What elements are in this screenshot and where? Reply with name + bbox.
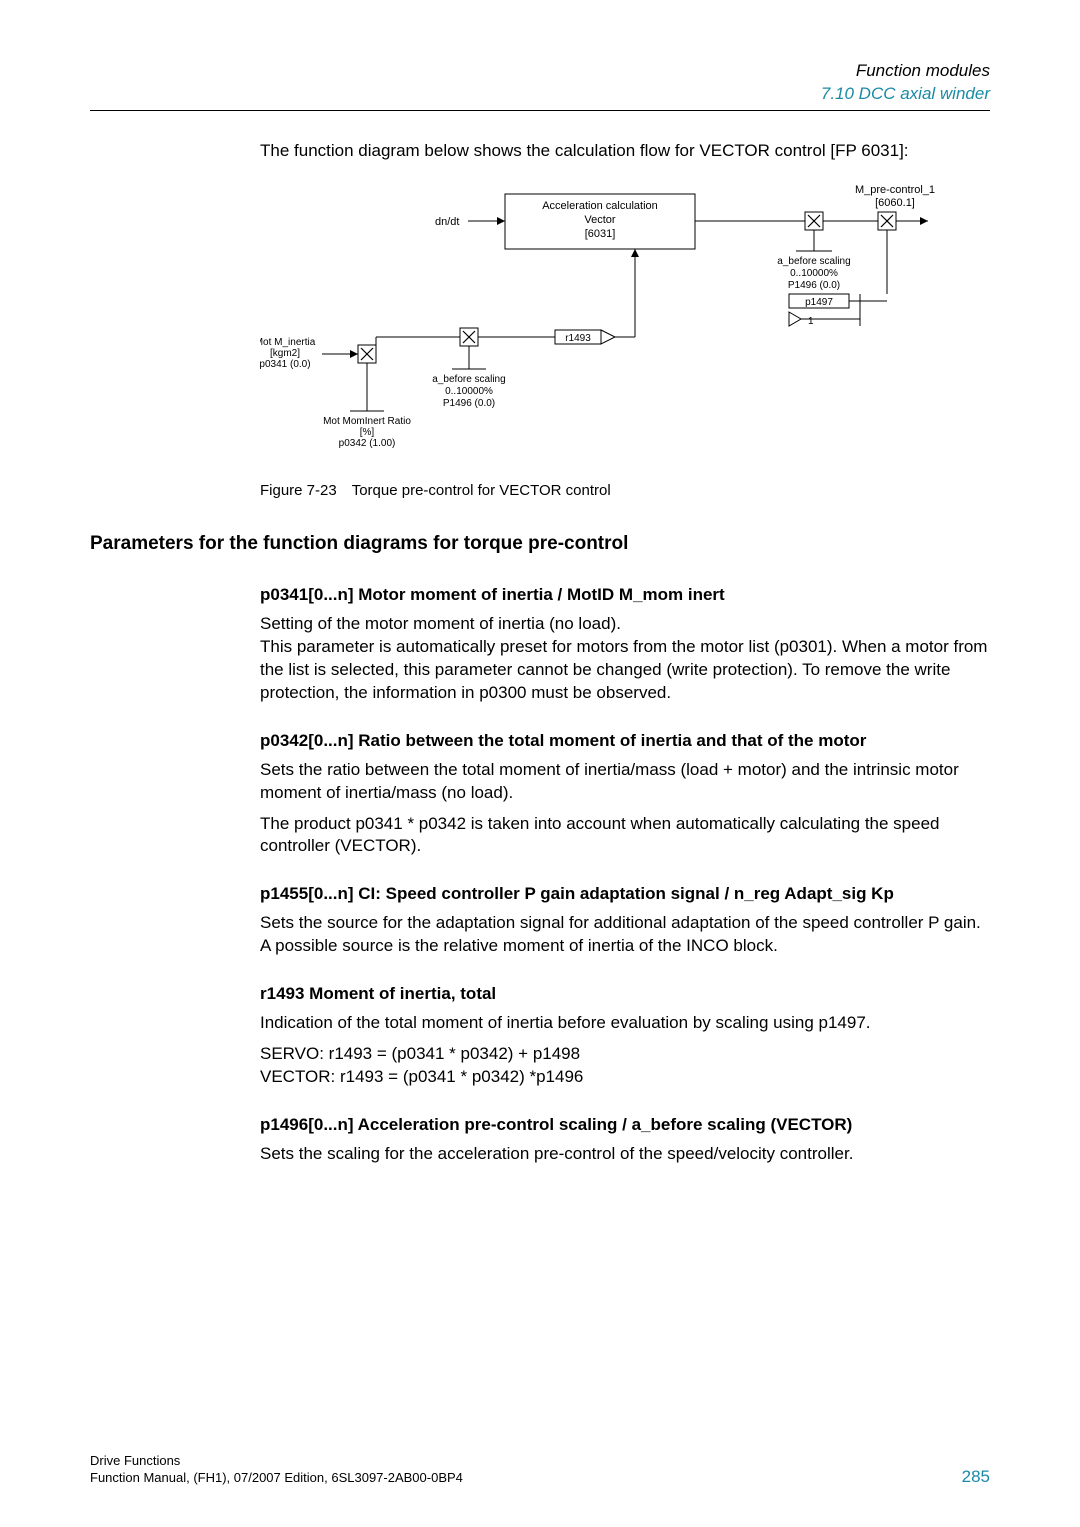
svg-text:0..10000%: 0..10000% [445,386,493,397]
param-p0342: p0342[0...n] Ratio between the total mom… [260,731,990,859]
svg-text:Vector: Vector [584,214,616,226]
svg-text:dn/dt: dn/dt [435,216,459,228]
param-p1496: p1496[0...n] Acceleration pre-control sc… [260,1115,990,1166]
param-body: Setting of the motor moment of inertia (… [260,613,990,705]
footer-left: Drive Functions Function Manual, (FH1), … [90,1453,463,1487]
svg-text:Mot M_inertia: Mot M_inertia [260,337,316,348]
svg-text:P1496 (0.0): P1496 (0.0) [788,280,840,291]
header-subtitle: 7.10 DCC axial winder [90,83,990,106]
header-title: Function modules [90,60,990,83]
param-body: Sets the ratio between the total moment … [260,759,990,859]
svg-text:Mot MomInert Ratio: Mot MomInert Ratio [323,416,411,427]
param-title: p1496[0...n] Acceleration pre-control sc… [260,1115,990,1135]
figure-caption: Figure 7-23 Torque pre-control for VECTO… [260,482,990,499]
section-heading: Parameters for the function diagrams for… [90,533,990,555]
param-title: p1455[0...n] CI: Speed controller P gain… [260,884,990,904]
svg-text:0..10000%: 0..10000% [790,268,838,279]
param-body: Indication of the total moment of inerti… [260,1012,990,1089]
param-title: p0341[0...n] Motor moment of inertia / M… [260,585,990,605]
svg-text:[%]: [%] [360,427,375,438]
param-body: Sets the scaling for the acceleration pr… [260,1143,990,1166]
param-title: p0342[0...n] Ratio between the total mom… [260,731,990,751]
page-footer: Drive Functions Function Manual, (FH1), … [90,1453,990,1487]
svg-text:1: 1 [808,316,814,327]
param-p0341: p0341[0...n] Motor moment of inertia / M… [260,585,990,705]
header-rule [90,110,990,111]
svg-text:r1493: r1493 [565,333,591,344]
param-p1455: p1455[0...n] CI: Speed controller P gain… [260,884,990,958]
svg-text:a_before scaling: a_before scaling [777,256,850,267]
svg-text:p0342 (1.00): p0342 (1.00) [339,438,396,449]
svg-text:P1496 (0.0): P1496 (0.0) [443,398,495,409]
svg-text:[6060.1]: [6060.1] [875,197,915,209]
svg-text:p1497: p1497 [805,297,833,308]
param-r1493: r1493 Moment of inertia, total Indicatio… [260,984,990,1089]
page-header: Function modules 7.10 DCC axial winder [90,60,990,106]
svg-text:p0341 (0.0): p0341 (0.0) [260,359,311,370]
page-number: 285 [962,1467,990,1487]
svg-text:[kgm2]: [kgm2] [270,348,300,359]
diagram-svg: Acceleration calculation Vector [6031] d… [260,179,980,469]
svg-text:[6031]: [6031] [585,228,616,240]
param-title: r1493 Moment of inertia, total [260,984,990,1004]
intro-text: The function diagram below shows the cal… [260,141,990,161]
function-diagram: Acceleration calculation Vector [6031] d… [260,179,990,474]
param-body: Sets the source for the adaptation signa… [260,912,990,958]
svg-text:a_before scaling: a_before scaling [432,374,505,385]
svg-text:M_pre-control_1: M_pre-control_1 [855,184,935,196]
svg-text:Acceleration calculation: Acceleration calculation [542,200,658,212]
